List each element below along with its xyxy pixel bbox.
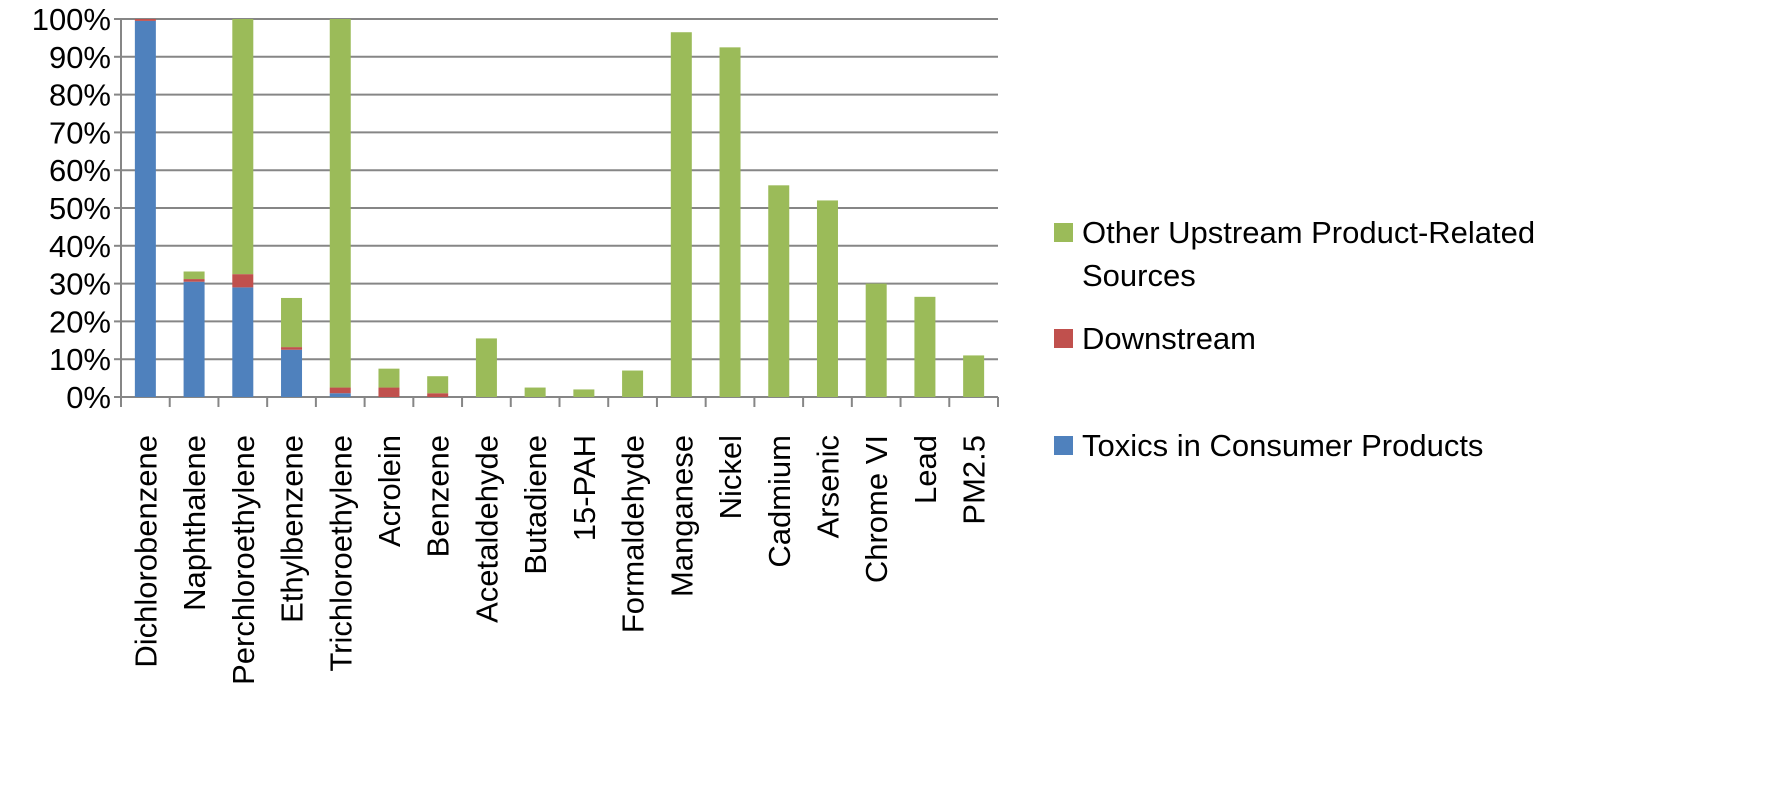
x-category-label: Naphthalene [177,435,212,611]
bar-segment [719,47,741,397]
bar-segment [232,19,254,275]
bar-segment [963,355,985,397]
bar-segment [378,368,400,388]
x-category-label: Formaldehyde [616,435,651,633]
bar-segment [183,281,205,397]
legend-label: Downstream [1082,321,1256,356]
y-tick-label: 80% [49,78,111,113]
legend-swatch [1054,436,1073,455]
y-tick-label: 10% [49,342,111,377]
bar-segment [427,393,449,397]
x-category-label: Arsenic [810,435,845,538]
x-category-label: Trichloroethylene [323,435,358,672]
bar-segment [281,347,303,350]
bar-segment [524,387,546,397]
bar-segment [622,370,644,397]
x-category-label: Benzene [421,435,456,557]
x-category-label: Ethylbenzene [275,435,310,623]
y-tick-label: 90% [49,40,111,75]
legend-swatch [1054,223,1073,242]
legend-label: Other Upstream Product-Related [1082,215,1535,250]
bar-segment [183,279,205,282]
bar-segment [232,287,254,397]
y-tick-label: 70% [49,115,111,150]
bar-segment [816,200,838,397]
x-category-label: Manganese [664,435,699,597]
bar-segment [865,283,887,397]
bar-segment [475,338,497,397]
bar-segment [232,274,254,288]
bar-segment [134,19,156,21]
y-tick-label: 20% [49,304,111,339]
x-category-label: Acetaldehyde [469,435,504,623]
y-tick-label: 30% [49,267,111,302]
x-category-label: 15-PAH [567,435,602,541]
bar-segment [329,387,351,394]
x-category-label: Dichlorobenzene [128,435,163,668]
x-category-label: Cadmium [762,435,797,568]
y-tick-label: 100% [32,2,111,37]
bar-segment [670,32,692,397]
bar-segment [281,349,303,397]
y-tick-label: 60% [49,153,111,188]
x-category-label: Perchloroethylene [226,435,261,685]
y-tick-label: 0% [66,380,111,415]
bar-segment [183,271,205,280]
bar-segment [427,376,449,394]
bar-segment [329,393,351,397]
x-category-label: Lead [908,435,943,504]
legend-swatch [1054,329,1073,348]
y-tick-label: 50% [49,191,111,226]
y-tick-label: 40% [49,229,111,264]
bar-segment [281,297,303,348]
bar-segment [134,20,156,397]
bar-segment [914,296,936,397]
bar-segment [573,389,595,397]
legend-label: Toxics in Consumer Products [1082,428,1483,463]
x-category-label: Nickel [713,435,748,519]
x-category-label: Butadiene [518,435,553,575]
bar-segment [329,19,351,388]
x-category-label: PM2.5 [957,435,992,525]
x-category-label: Chrome VI [859,435,894,583]
legend-label: Sources [1082,258,1196,293]
x-category-label: Acrolein [372,435,407,547]
bar-segment [378,387,400,397]
bar-segment [768,185,790,397]
